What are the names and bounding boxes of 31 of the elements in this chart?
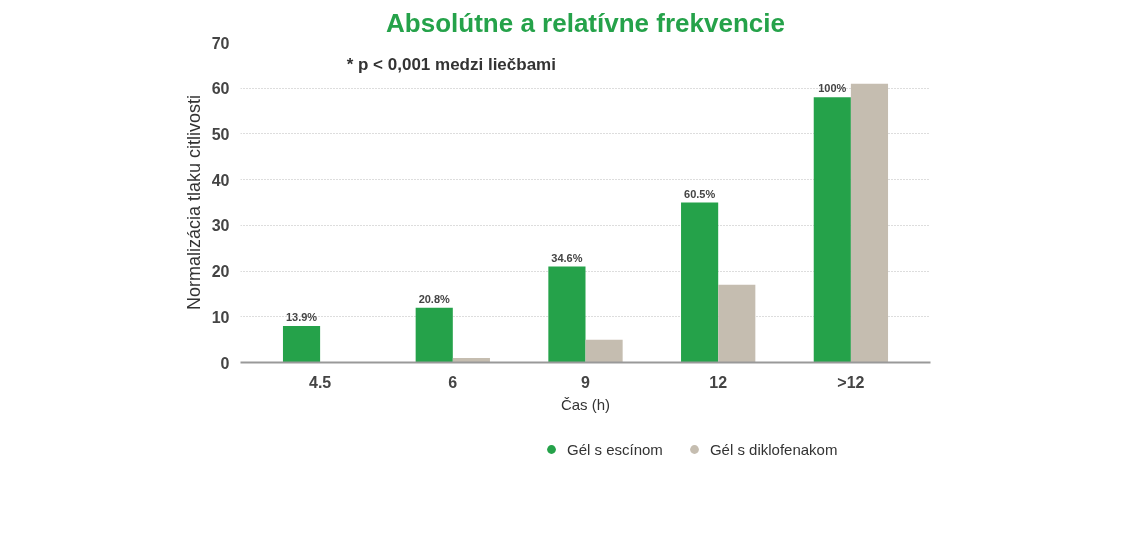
y-tick-label: 10	[211, 308, 230, 326]
y-tick-label: 50	[211, 125, 230, 143]
y-tick-label: 70	[211, 34, 230, 52]
bar	[681, 202, 719, 363]
bar	[548, 266, 586, 363]
y-tick-label: 60	[211, 80, 230, 98]
annotation: 60.5%	[684, 187, 716, 200]
y-tick-label: 0	[220, 354, 230, 372]
annotation: 100%	[818, 82, 847, 95]
bar	[585, 339, 623, 363]
y-tick-label: 20	[211, 263, 230, 281]
x-tick-label: 4.5	[308, 373, 332, 391]
bar	[813, 97, 851, 363]
annotation: 13.9%	[285, 310, 318, 323]
y-tick-label: 40	[211, 171, 230, 189]
y-tick-label: 30	[211, 217, 230, 235]
annotation: * p < 0,001 medzi liečbami	[346, 55, 556, 75]
x-tick-label: 12	[709, 373, 728, 391]
x-tick-label: >12	[837, 373, 865, 391]
bar	[415, 307, 453, 363]
x-axis-title: Čas (h)	[560, 395, 611, 413]
bar	[282, 325, 321, 363]
bar	[718, 284, 756, 363]
chart-title: Absolútne a relatívne frekvencie	[386, 7, 785, 38]
x-tick-label: 6	[448, 373, 458, 391]
annotation: 20.8%	[418, 292, 451, 305]
y-axis-title: Normalizácia tlaku citlivosti	[183, 94, 204, 311]
annotation: 34.6%	[551, 251, 583, 264]
x-tick-label: 9	[581, 373, 591, 391]
legend-label: Gél s diklofenakom	[709, 440, 838, 458]
legend-label: Gél s escínom	[567, 440, 663, 458]
